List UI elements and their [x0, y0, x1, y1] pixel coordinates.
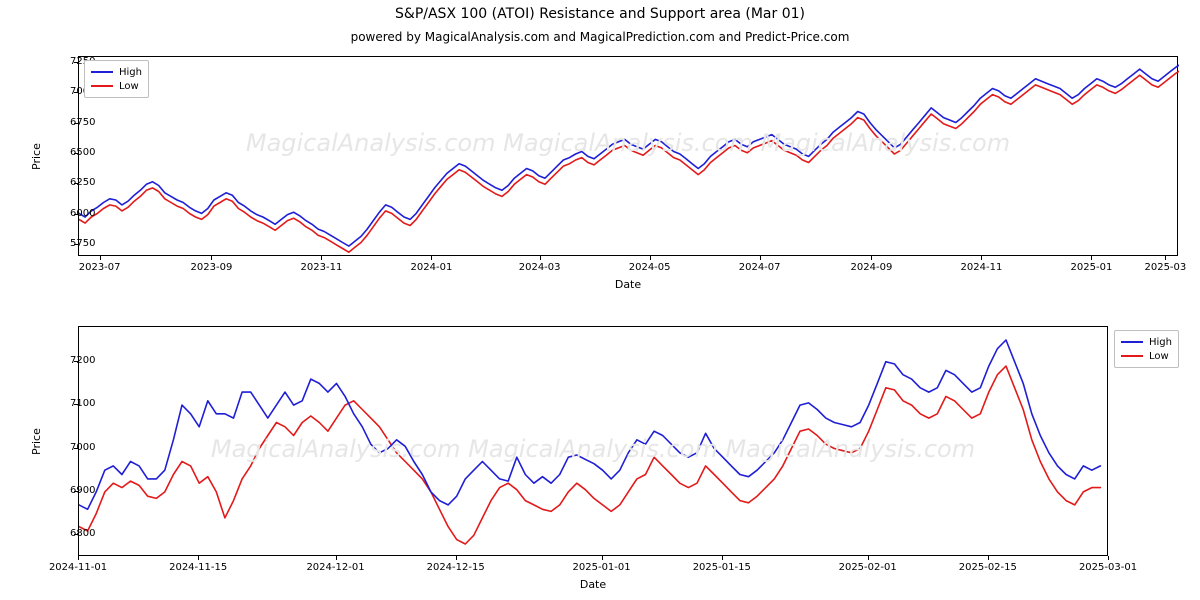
ytick-mark	[74, 491, 78, 492]
xtick-label: 2024-11-01	[49, 562, 107, 573]
legend-label: Low	[1149, 351, 1169, 362]
bottom-plot-area: MagicalAnalysis.com MagicalAnalysis.com …	[78, 326, 1108, 556]
series-high	[79, 340, 1100, 509]
bottom-xlabel: Date	[78, 578, 1108, 591]
ytick-mark	[74, 534, 78, 535]
bottom-legend: High Low	[1114, 330, 1179, 368]
xtick-mark	[78, 556, 79, 560]
xtick-label: 2025-02-15	[959, 562, 1017, 573]
xtick-mark	[456, 556, 457, 560]
xtick-mark	[198, 556, 199, 560]
ytick-mark	[74, 448, 78, 449]
figure: S&P/ASX 100 (ATOI) Resistance and Suppor…	[0, 0, 1200, 600]
legend-label: High	[1149, 337, 1172, 348]
bottom-ylabel: Price	[30, 428, 43, 455]
xtick-label: 2024-12-15	[427, 562, 485, 573]
xtick-mark	[1108, 556, 1109, 560]
legend-swatch	[1121, 355, 1143, 357]
bottom-panel: MagicalAnalysis.com MagicalAnalysis.com …	[0, 0, 1200, 600]
xtick-label: 2024-12-01	[306, 562, 364, 573]
xtick-label: 2024-11-15	[169, 562, 227, 573]
legend-swatch	[1121, 341, 1143, 343]
xtick-mark	[602, 556, 603, 560]
xtick-mark	[988, 556, 989, 560]
xtick-label: 2025-02-01	[839, 562, 897, 573]
xtick-label: 2025-01-15	[693, 562, 751, 573]
xtick-mark	[722, 556, 723, 560]
xtick-label: 2025-01-01	[573, 562, 631, 573]
bottom-series-svg	[79, 327, 1109, 557]
legend-item: High	[1121, 335, 1172, 349]
xtick-mark	[336, 556, 337, 560]
ytick-mark	[74, 361, 78, 362]
xtick-label: 2025-03-01	[1079, 562, 1137, 573]
xtick-mark	[868, 556, 869, 560]
series-low	[79, 366, 1100, 544]
legend-item: Low	[1121, 349, 1172, 363]
ytick-mark	[74, 404, 78, 405]
